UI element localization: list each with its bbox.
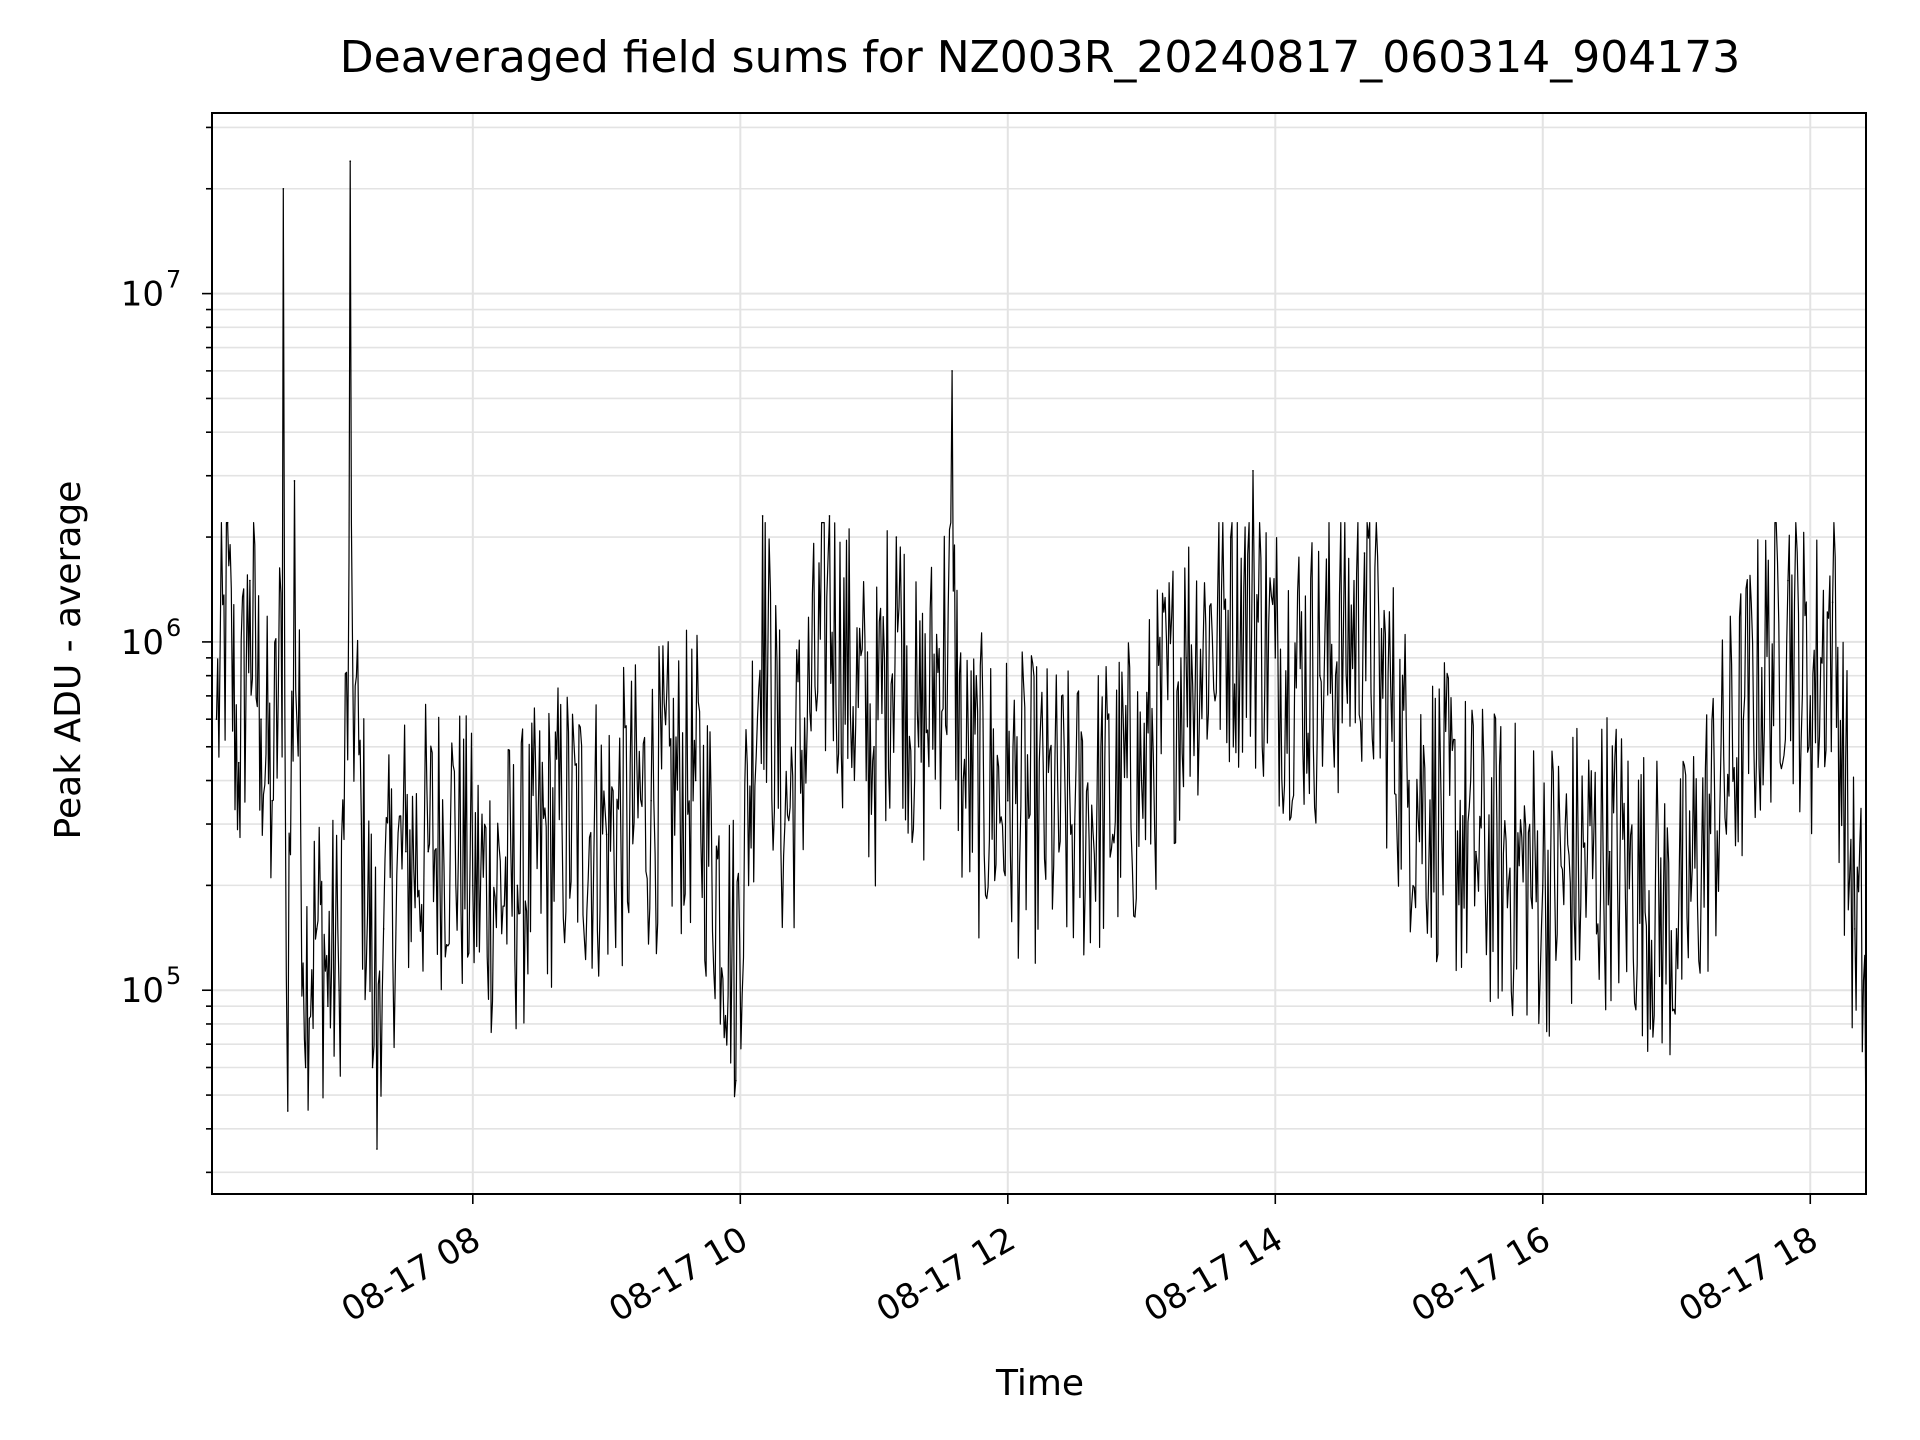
data-point [260, 718, 262, 720]
data-point [286, 1110, 289, 1112]
data-point [1675, 928, 1678, 930]
data-point [472, 884, 474, 887]
data-point [1229, 536, 1232, 538]
data-point [1073, 823, 1076, 825]
y-tick-label: 10 [121, 971, 164, 1011]
series-line [215, 160, 1867, 1150]
data-point [1831, 601, 1834, 604]
data-point [282, 187, 285, 190]
data-point [1475, 850, 1477, 853]
data-point [735, 1079, 737, 1082]
data-point [561, 823, 563, 825]
data-point [1742, 718, 1745, 720]
x-axis-label: Time [995, 1363, 1084, 1404]
data-point [951, 370, 953, 372]
y-tick-label: 10 [121, 275, 164, 315]
data-point [1185, 657, 1187, 659]
y-axis-label: Peak ADU - average [48, 481, 89, 840]
data-point [1809, 695, 1812, 697]
y-tick-exponent: 6 [166, 614, 181, 642]
data-point [1274, 657, 1277, 659]
data-point [427, 850, 430, 853]
data-point [249, 579, 251, 582]
data-point [360, 823, 363, 825]
data-point [962, 779, 965, 782]
data-point [873, 745, 875, 748]
data-point [293, 480, 296, 482]
series-line-group [215, 160, 1867, 1150]
data-point [226, 521, 229, 524]
data-point [761, 515, 764, 517]
data-point [338, 989, 340, 992]
data-point [1854, 928, 1856, 930]
data-point [1787, 579, 1789, 582]
data-point [371, 1066, 374, 1069]
data-point [376, 1148, 378, 1150]
plot-frame [211, 112, 1867, 1195]
data-point [405, 850, 407, 853]
data-point [349, 160, 352, 162]
chart-title: Deaveraged field sums for NZ003R_2024081… [340, 32, 1740, 83]
data-point [449, 823, 452, 825]
data-point [1363, 552, 1366, 554]
data-point [382, 928, 385, 930]
data-point [1319, 674, 1321, 677]
data-point [784, 823, 786, 825]
data-point [1541, 884, 1544, 887]
data-point [271, 799, 273, 802]
data-point [1140, 779, 1143, 782]
data-point [1006, 799, 1009, 802]
grid [212, 113, 1866, 1194]
data-point [605, 833, 608, 836]
data-point [215, 718, 218, 720]
data-point [304, 1066, 307, 1069]
y-tick-exponent: 5 [166, 962, 181, 990]
data-point [917, 745, 920, 748]
y-tick-label: 10 [121, 623, 164, 663]
data-point [694, 779, 697, 782]
y-tick-exponent: 7 [166, 266, 181, 294]
data-point [1252, 469, 1254, 472]
data-point [327, 1005, 329, 1007]
data-point [516, 884, 519, 887]
data-point [1608, 850, 1611, 853]
data-point [650, 799, 652, 802]
data-point [895, 536, 898, 538]
data-point [315, 928, 318, 930]
data-point [1408, 779, 1410, 782]
data-point [828, 515, 831, 517]
data-point [237, 761, 240, 764]
